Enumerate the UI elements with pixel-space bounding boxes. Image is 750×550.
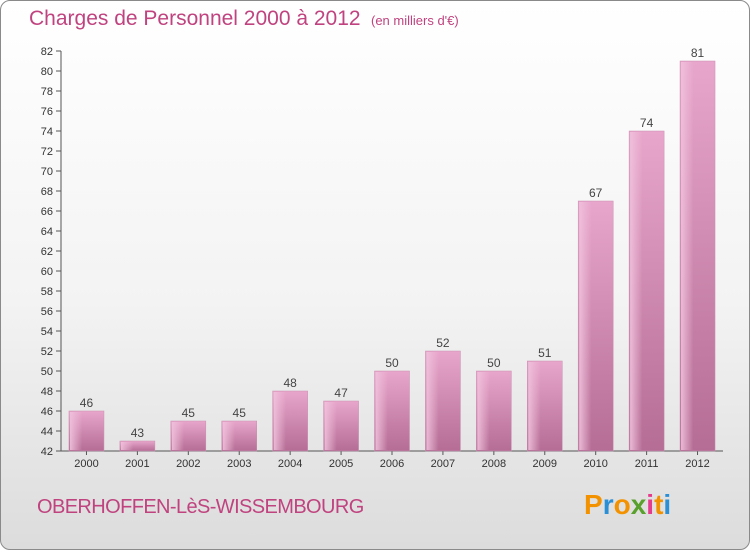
y-tick-label: 70 (41, 166, 53, 178)
y-tick-label: 74 (41, 126, 53, 138)
x-axis: 2000 2001 2002 2003 2004 2005 2006 2007 2008 2009… (61, 450, 723, 470)
bar-value-label: 74 (640, 116, 654, 130)
y-tick-label: 42 (41, 446, 53, 458)
x-tick-label: 2005 (329, 458, 353, 470)
x-tick-label: 2001 (125, 458, 149, 470)
bars: 46 43 45 45 48 47 50 52 50 51 67 74 81 (68, 46, 716, 452)
bar-highlight (528, 362, 541, 450)
bar-highlight (324, 402, 337, 450)
proxiti-logo: Proxiti (584, 489, 671, 521)
x-tick-label: 2000 (74, 458, 98, 470)
logo-letter: x (630, 489, 647, 520)
x-tick-label: 2010 (583, 458, 607, 470)
bar-highlight (681, 62, 694, 450)
x-tick-label: 2006 (380, 458, 404, 470)
bar-highlight (579, 202, 592, 450)
bar-highlight (630, 132, 643, 450)
y-tick-label: 56 (41, 306, 53, 318)
bar-highlight (222, 422, 235, 450)
x-tick-label: 2008 (482, 458, 506, 470)
bar-value-label: 67 (589, 186, 603, 200)
y-tick-label: 58 (41, 286, 53, 298)
commune-name: OBERHOFFEN-LèS-WISSEMBOURG (37, 496, 364, 518)
logo-letter: P (584, 489, 603, 520)
bar-highlight (69, 412, 83, 450)
bar-value-label: 46 (80, 396, 94, 410)
bar-value-label: 50 (487, 356, 501, 370)
bar-value-label: 45 (182, 406, 196, 420)
x-tick-label: 2009 (533, 458, 557, 470)
x-tick-label: 2011 (635, 458, 659, 470)
bar-highlight (120, 442, 134, 450)
bar-value-label: 45 (233, 406, 247, 420)
bar (119, 440, 156, 452)
y-tick-label: 66 (41, 206, 53, 218)
logo-letter: i (663, 489, 672, 520)
bar-highlight (477, 372, 490, 450)
y-tick-label: 54 (41, 326, 53, 338)
y-tick-label: 80 (41, 66, 53, 78)
x-tick-label: 2002 (176, 458, 200, 470)
logo-letter: i (646, 489, 655, 520)
y-tick-label: 76 (41, 106, 53, 118)
y-tick-label: 60 (41, 266, 53, 278)
logo-letter: t (654, 489, 664, 520)
y-tick-label: 44 (41, 426, 53, 438)
y-tick-label: 52 (41, 346, 53, 358)
bar-value-label: 51 (538, 346, 552, 360)
bar-highlight (375, 372, 388, 450)
bar-highlight (426, 352, 439, 450)
x-tick-label: 2012 (685, 458, 709, 470)
y-tick-label: 64 (41, 226, 53, 238)
y-axis: 42 44 46 48 50 52 54 56 58 60 62 64 66 68 70 72 74 76 78 80… (41, 46, 62, 458)
bar-highlight (171, 422, 185, 450)
bar-value-label: 52 (436, 336, 450, 350)
y-tick-label: 78 (41, 86, 53, 98)
x-tick-label: 2003 (227, 458, 251, 470)
bar-value-label: 81 (691, 46, 705, 60)
bar-value-label: 50 (385, 356, 399, 370)
logo-letter: r (602, 489, 614, 520)
bar-highlight (273, 392, 286, 450)
bar-value-label: 48 (283, 376, 297, 390)
y-tick-label: 48 (41, 386, 53, 398)
x-tick-label: 2007 (431, 458, 455, 470)
chart-subtitle: (en milliers d'€) (371, 13, 459, 28)
y-tick-label: 68 (41, 186, 53, 198)
y-tick-label: 82 (41, 46, 53, 58)
bar-value-label: 43 (131, 426, 145, 440)
y-tick-label: 46 (41, 406, 53, 418)
x-tick-label: 2004 (278, 458, 302, 470)
logo-letter: o (613, 489, 631, 520)
y-tick-label: 50 (41, 366, 53, 378)
y-tick-label: 62 (41, 246, 53, 258)
y-tick-label: 72 (41, 146, 53, 158)
bar-value-label: 47 (334, 386, 348, 400)
chart-title: Charges de Personnel 2000 à 2012 (29, 7, 361, 30)
